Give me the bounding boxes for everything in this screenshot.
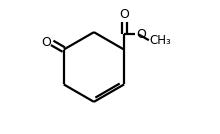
Text: O: O (136, 28, 146, 41)
Text: O: O (41, 36, 51, 49)
Text: CH₃: CH₃ (150, 34, 171, 47)
Text: O: O (119, 8, 129, 21)
